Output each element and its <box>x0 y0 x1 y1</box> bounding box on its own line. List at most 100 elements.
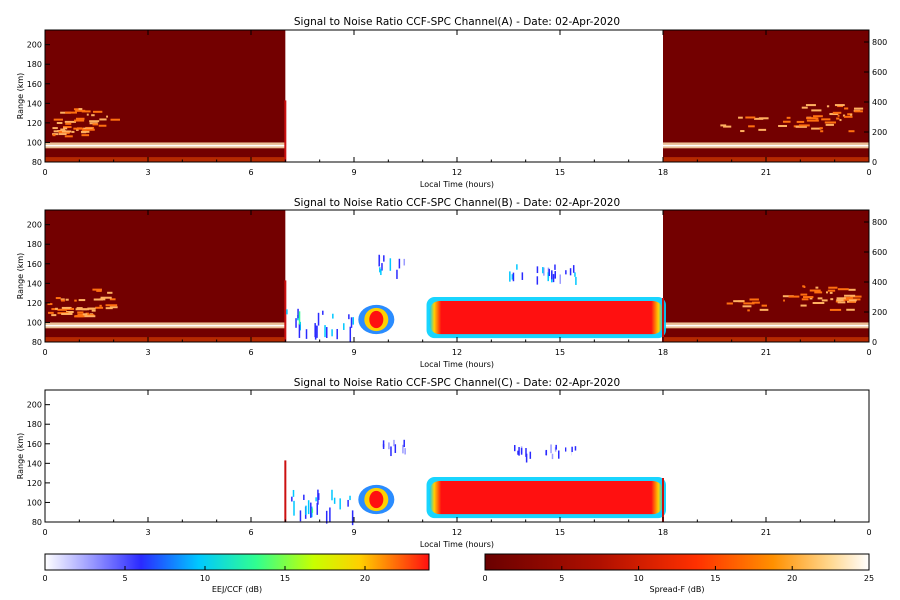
echo-streak <box>517 450 519 455</box>
y-tick-label: 180 <box>27 60 42 69</box>
echo-streak <box>329 507 331 523</box>
spread-f-patch <box>84 315 96 318</box>
spread-f-patch <box>803 296 814 299</box>
lower-echo <box>45 157 286 162</box>
echo-streak <box>317 312 320 326</box>
echo-streak <box>543 267 545 276</box>
echo-streak <box>349 326 352 342</box>
spread-f-patch <box>843 298 853 301</box>
x-tick-label: 0 <box>42 348 47 357</box>
spread-f-patch <box>829 308 842 311</box>
echo-streak <box>379 267 381 273</box>
spread-f-patch <box>837 288 849 291</box>
echo-streak <box>403 439 405 448</box>
echo-streak <box>315 497 317 502</box>
spread-f-patch <box>854 110 863 113</box>
ccf-echo-core <box>369 490 384 509</box>
echo-streak <box>316 325 318 338</box>
spread-f-patch <box>830 298 834 301</box>
x-tick-label: 21 <box>761 528 771 537</box>
spread-f-patch <box>800 304 807 307</box>
echo-streak <box>402 444 404 454</box>
spread-f-patch <box>803 285 806 288</box>
spread-f-patch <box>53 118 63 121</box>
colorbar-tick-label: 0 <box>42 574 47 583</box>
spread-f-patch <box>837 301 846 304</box>
echo-streak <box>381 263 383 271</box>
echo-streak <box>332 313 334 319</box>
echo-streak <box>331 329 333 337</box>
colorbar-tick-label: 15 <box>280 574 290 583</box>
spread-f-patch <box>783 299 785 302</box>
spread-f-patch <box>62 307 74 310</box>
x-tick-label: 12 <box>452 168 462 177</box>
echo-streak <box>299 510 302 522</box>
echo-streak <box>554 264 556 270</box>
spread-f-patch <box>843 115 853 118</box>
y-tick-label: 160 <box>27 80 42 89</box>
x-tick-label: 21 <box>761 168 771 177</box>
echo-streak <box>518 447 520 456</box>
echo-streak <box>511 274 514 280</box>
spread-f-patch <box>55 307 58 310</box>
spread-f-patch <box>105 304 118 307</box>
y-tick-label: 140 <box>27 99 42 108</box>
echo-streak <box>551 453 554 460</box>
colorbar-tick-label: 5 <box>559 574 564 583</box>
echo-streak <box>548 268 550 277</box>
sunset-edge <box>662 298 664 342</box>
echo-streak <box>554 271 556 279</box>
plot-area <box>45 210 869 342</box>
echo-streak <box>393 439 395 447</box>
echo-streak <box>559 274 561 284</box>
echo-streak <box>292 489 295 497</box>
y-tick-label: 120 <box>27 479 42 488</box>
x-tick-label: 0 <box>866 168 871 177</box>
spread-f-patch <box>65 111 77 114</box>
spread-f-patch <box>801 106 808 109</box>
echo-streak <box>349 495 351 501</box>
spread-f-patch <box>801 298 809 301</box>
echo-streak <box>331 489 333 501</box>
spread-f-patch <box>73 127 84 130</box>
y-tick-label: 100 <box>27 498 42 507</box>
spread-f-patch <box>844 107 849 110</box>
y-tick-label: 80 <box>32 158 42 167</box>
echo-streak <box>574 272 576 277</box>
echo-streak <box>316 502 319 515</box>
echo-streak <box>350 317 353 328</box>
spread-f-patch <box>848 299 857 302</box>
spread-f-patch <box>738 116 743 119</box>
echo-streak <box>317 493 320 500</box>
spread-f-patch <box>843 296 853 299</box>
spread-f-patch <box>747 309 750 312</box>
colorbar-tick-label: 20 <box>360 574 370 583</box>
eej-echo-slab <box>429 300 663 335</box>
spread-f-patch <box>817 297 823 300</box>
echo-streak <box>311 508 314 513</box>
spread-f-patch <box>92 288 102 291</box>
echo-streak <box>352 317 354 325</box>
spread-f-patch <box>66 311 74 314</box>
echo-streak <box>547 272 549 282</box>
x-tick-label: 9 <box>351 348 356 357</box>
spread-f-patch <box>837 114 840 117</box>
colorbar-label: EEJ/CCF (dB) <box>212 585 262 594</box>
x-tick-label: 3 <box>145 528 150 537</box>
x-axis-label: Local Time (hours) <box>420 540 494 549</box>
spread-f-patch <box>829 291 833 294</box>
spread-f-patch <box>824 121 836 124</box>
x-tick-label: 0 <box>42 528 47 537</box>
e-layer-core <box>663 144 869 147</box>
spread-f-patch <box>91 114 95 117</box>
spread-f-patch <box>748 125 755 128</box>
echo-streak <box>310 502 312 518</box>
spread-f-patch <box>740 130 745 133</box>
x-tick-label: 3 <box>145 348 150 357</box>
spread-f-patch <box>802 285 805 288</box>
x-tick-label: 15 <box>555 168 565 177</box>
spread-f-patch <box>820 130 824 133</box>
spread-f-patch <box>92 123 99 126</box>
x-tick-label: 18 <box>658 348 668 357</box>
echo-streak <box>298 311 301 325</box>
